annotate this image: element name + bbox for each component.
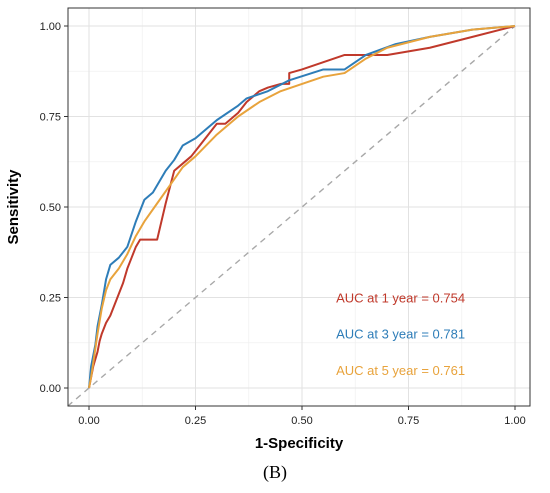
auc-annotation: AUC at 3 year = 0.781 [336,327,465,342]
x-tick-label: 1.00 [504,415,525,427]
auc-annotations: AUC at 1 year = 0.754 AUC at 3 year = 0.7… [336,291,465,378]
x-axis-ticks: 0.00 0.25 0.50 0.75 1.00 [78,406,526,427]
series-line-1-year [88,25,516,389]
x-tick-label: 0.50 [291,415,312,427]
grid [68,8,530,406]
y-axis-label: Sensitivity [5,169,22,245]
y-tick-label: 0.00 [40,383,61,395]
x-tick-label: 0.00 [78,415,99,427]
y-tick-label: 0.50 [40,202,61,214]
reference-diagonal-line [67,25,516,407]
y-axis-ticks: 0.00 0.25 0.50 0.75 1.00 [40,21,68,395]
series-layer [88,25,516,389]
x-axis-label: 1-Specificity [255,435,344,452]
panel-label: (B) [263,462,287,483]
y-tick-label: 1.00 [40,21,61,33]
series-line-5-year [88,25,516,389]
y-tick-label: 0.25 [40,293,61,305]
auc-annotation: AUC at 5 year = 0.761 [336,363,465,378]
auc-annotation: AUC at 1 year = 0.754 [336,291,465,306]
x-tick-label: 0.75 [398,415,419,427]
x-tick-label: 0.25 [185,415,206,427]
y-tick-label: 0.75 [40,112,61,124]
